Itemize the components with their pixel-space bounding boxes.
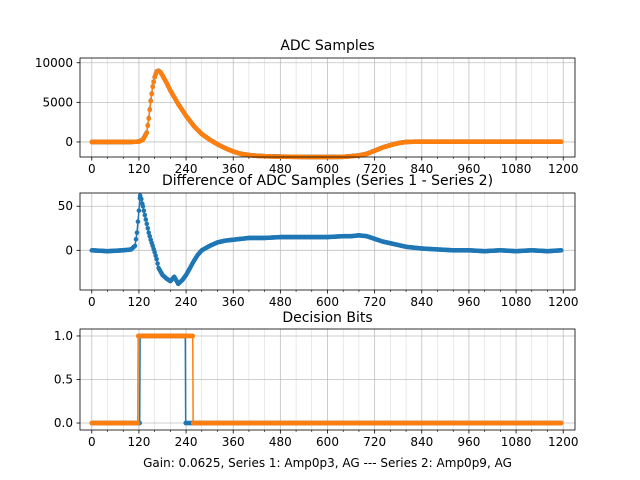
data-point: [135, 219, 141, 224]
x-tick-label: 360: [222, 162, 245, 176]
x-tick-label: 120: [127, 435, 150, 449]
adc-samples-plot: 0 120 240 360 480 600 720 840 960 1080 1200 0 5000 10…: [35, 56, 579, 176]
data-point: [148, 98, 154, 104]
data-point: [154, 256, 159, 262]
x-tick-label: 0: [88, 435, 96, 449]
data-point: [558, 248, 564, 253]
x-tick-label: 960: [457, 435, 480, 449]
data-point: [140, 203, 146, 209]
decision-bits-title: Decision Bits: [282, 310, 372, 326]
x-tick-label: 1080: [501, 435, 532, 449]
y-tick-label: 0: [65, 243, 73, 257]
data-point: [146, 116, 152, 121]
y-tick-label: 10000: [35, 56, 73, 70]
y-tick-label: 1.0: [54, 329, 73, 343]
difference-title: Difference of ADC Samples (Series 1 - Se…: [162, 173, 493, 189]
x-tick-label: 1200: [548, 295, 579, 309]
x-tick-label: 360: [222, 295, 245, 309]
data-point: [146, 230, 152, 235]
x-tick-label: 840: [410, 295, 433, 309]
data-point: [149, 91, 154, 97]
figure-footer-label: Gain: 0.0625, Series 1: Amp0p3, AG --- S…: [143, 456, 512, 470]
data-point: [145, 123, 151, 129]
x-tick-label: 720: [363, 295, 386, 309]
x-tick-label: 480: [269, 295, 292, 309]
subplot-difference: Difference of ADC Samples (Series 1 - Se…: [58, 173, 579, 309]
data-point: [558, 139, 564, 145]
series-2-points: [89, 68, 564, 160]
x-tick-label: 720: [363, 435, 386, 449]
x-tick-label: 0: [88, 295, 96, 309]
x-tick-label: 480: [269, 162, 292, 176]
data-point: [135, 420, 141, 426]
series-1-points: [89, 68, 564, 160]
axes-frame: [79, 192, 576, 291]
data-point: [132, 243, 138, 249]
subplot-decision-bits: Decision Bits 0 120 240 360 480 600 720 840 960 1…: [54, 310, 579, 449]
data-point: [151, 79, 156, 85]
x-tick-label: 600: [316, 295, 339, 309]
axes-frame: [79, 328, 576, 431]
x-tick-label: 1080: [501, 295, 532, 309]
x-tick-label: 960: [457, 162, 480, 176]
x-tick-label: 0: [88, 162, 96, 176]
data-point: [142, 212, 148, 218]
x-tick-label: 1200: [548, 162, 579, 176]
series-1-points: [89, 193, 564, 287]
x-tick-label: 600: [316, 162, 339, 176]
data-point: [143, 217, 149, 222]
adc-samples-title: ADC Samples: [280, 38, 374, 54]
x-tick-label: 600: [316, 435, 339, 449]
series-2-points: [89, 333, 564, 426]
x-tick-label: 360: [222, 435, 245, 449]
axes-frame: [79, 57, 576, 158]
x-tick-label: 480: [269, 435, 292, 449]
x-tick-label: 1200: [548, 435, 579, 449]
x-tick-label: 240: [175, 162, 198, 176]
data-point: [147, 107, 153, 113]
data-point: [133, 237, 139, 242]
y-tick-label: 0: [65, 135, 73, 149]
x-tick-label: 720: [363, 162, 386, 176]
y-tick-label: 0.0: [54, 416, 73, 430]
data-point: [134, 230, 140, 235]
decision-bits-plot: 0 120 240 360 480 600 720 840 960 1080 1200 0.0 0.5 1…: [54, 328, 579, 449]
data-point: [144, 221, 150, 227]
x-tick-label: 120: [127, 295, 150, 309]
x-tick-label: 240: [175, 295, 198, 309]
x-tick-label: 840: [410, 162, 433, 176]
data-point: [138, 196, 144, 202]
y-tick-label: 0.5: [54, 373, 73, 387]
y-tick-label: 50: [58, 199, 73, 213]
x-tick-label: 240: [175, 435, 198, 449]
difference-plot: 0 120 240 360 480 600 720 840 960 1080 1200 0 50: [58, 192, 579, 309]
x-tick-label: 1080: [501, 162, 532, 176]
data-point: [558, 420, 564, 426]
data-point: [144, 130, 150, 136]
data-point: [147, 233, 153, 239]
x-tick-label: 840: [410, 435, 433, 449]
x-tick-label: 120: [127, 162, 150, 176]
data-point: [153, 253, 158, 258]
data-point: [152, 249, 157, 255]
data-point: [145, 225, 151, 231]
subplot-adc-samples: ADC Samples 0 120 240 360 480 600 720 840 960 108…: [35, 38, 579, 176]
data-point: [150, 84, 155, 90]
data-point: [155, 261, 160, 266]
data-point: [136, 208, 142, 213]
data-point: [141, 208, 147, 213]
x-tick-label: 960: [457, 295, 480, 309]
series-2-line: [91, 69, 562, 158]
y-tick-label: 5000: [42, 95, 73, 109]
series-1-line: [91, 69, 562, 158]
data-point: [190, 333, 196, 339]
